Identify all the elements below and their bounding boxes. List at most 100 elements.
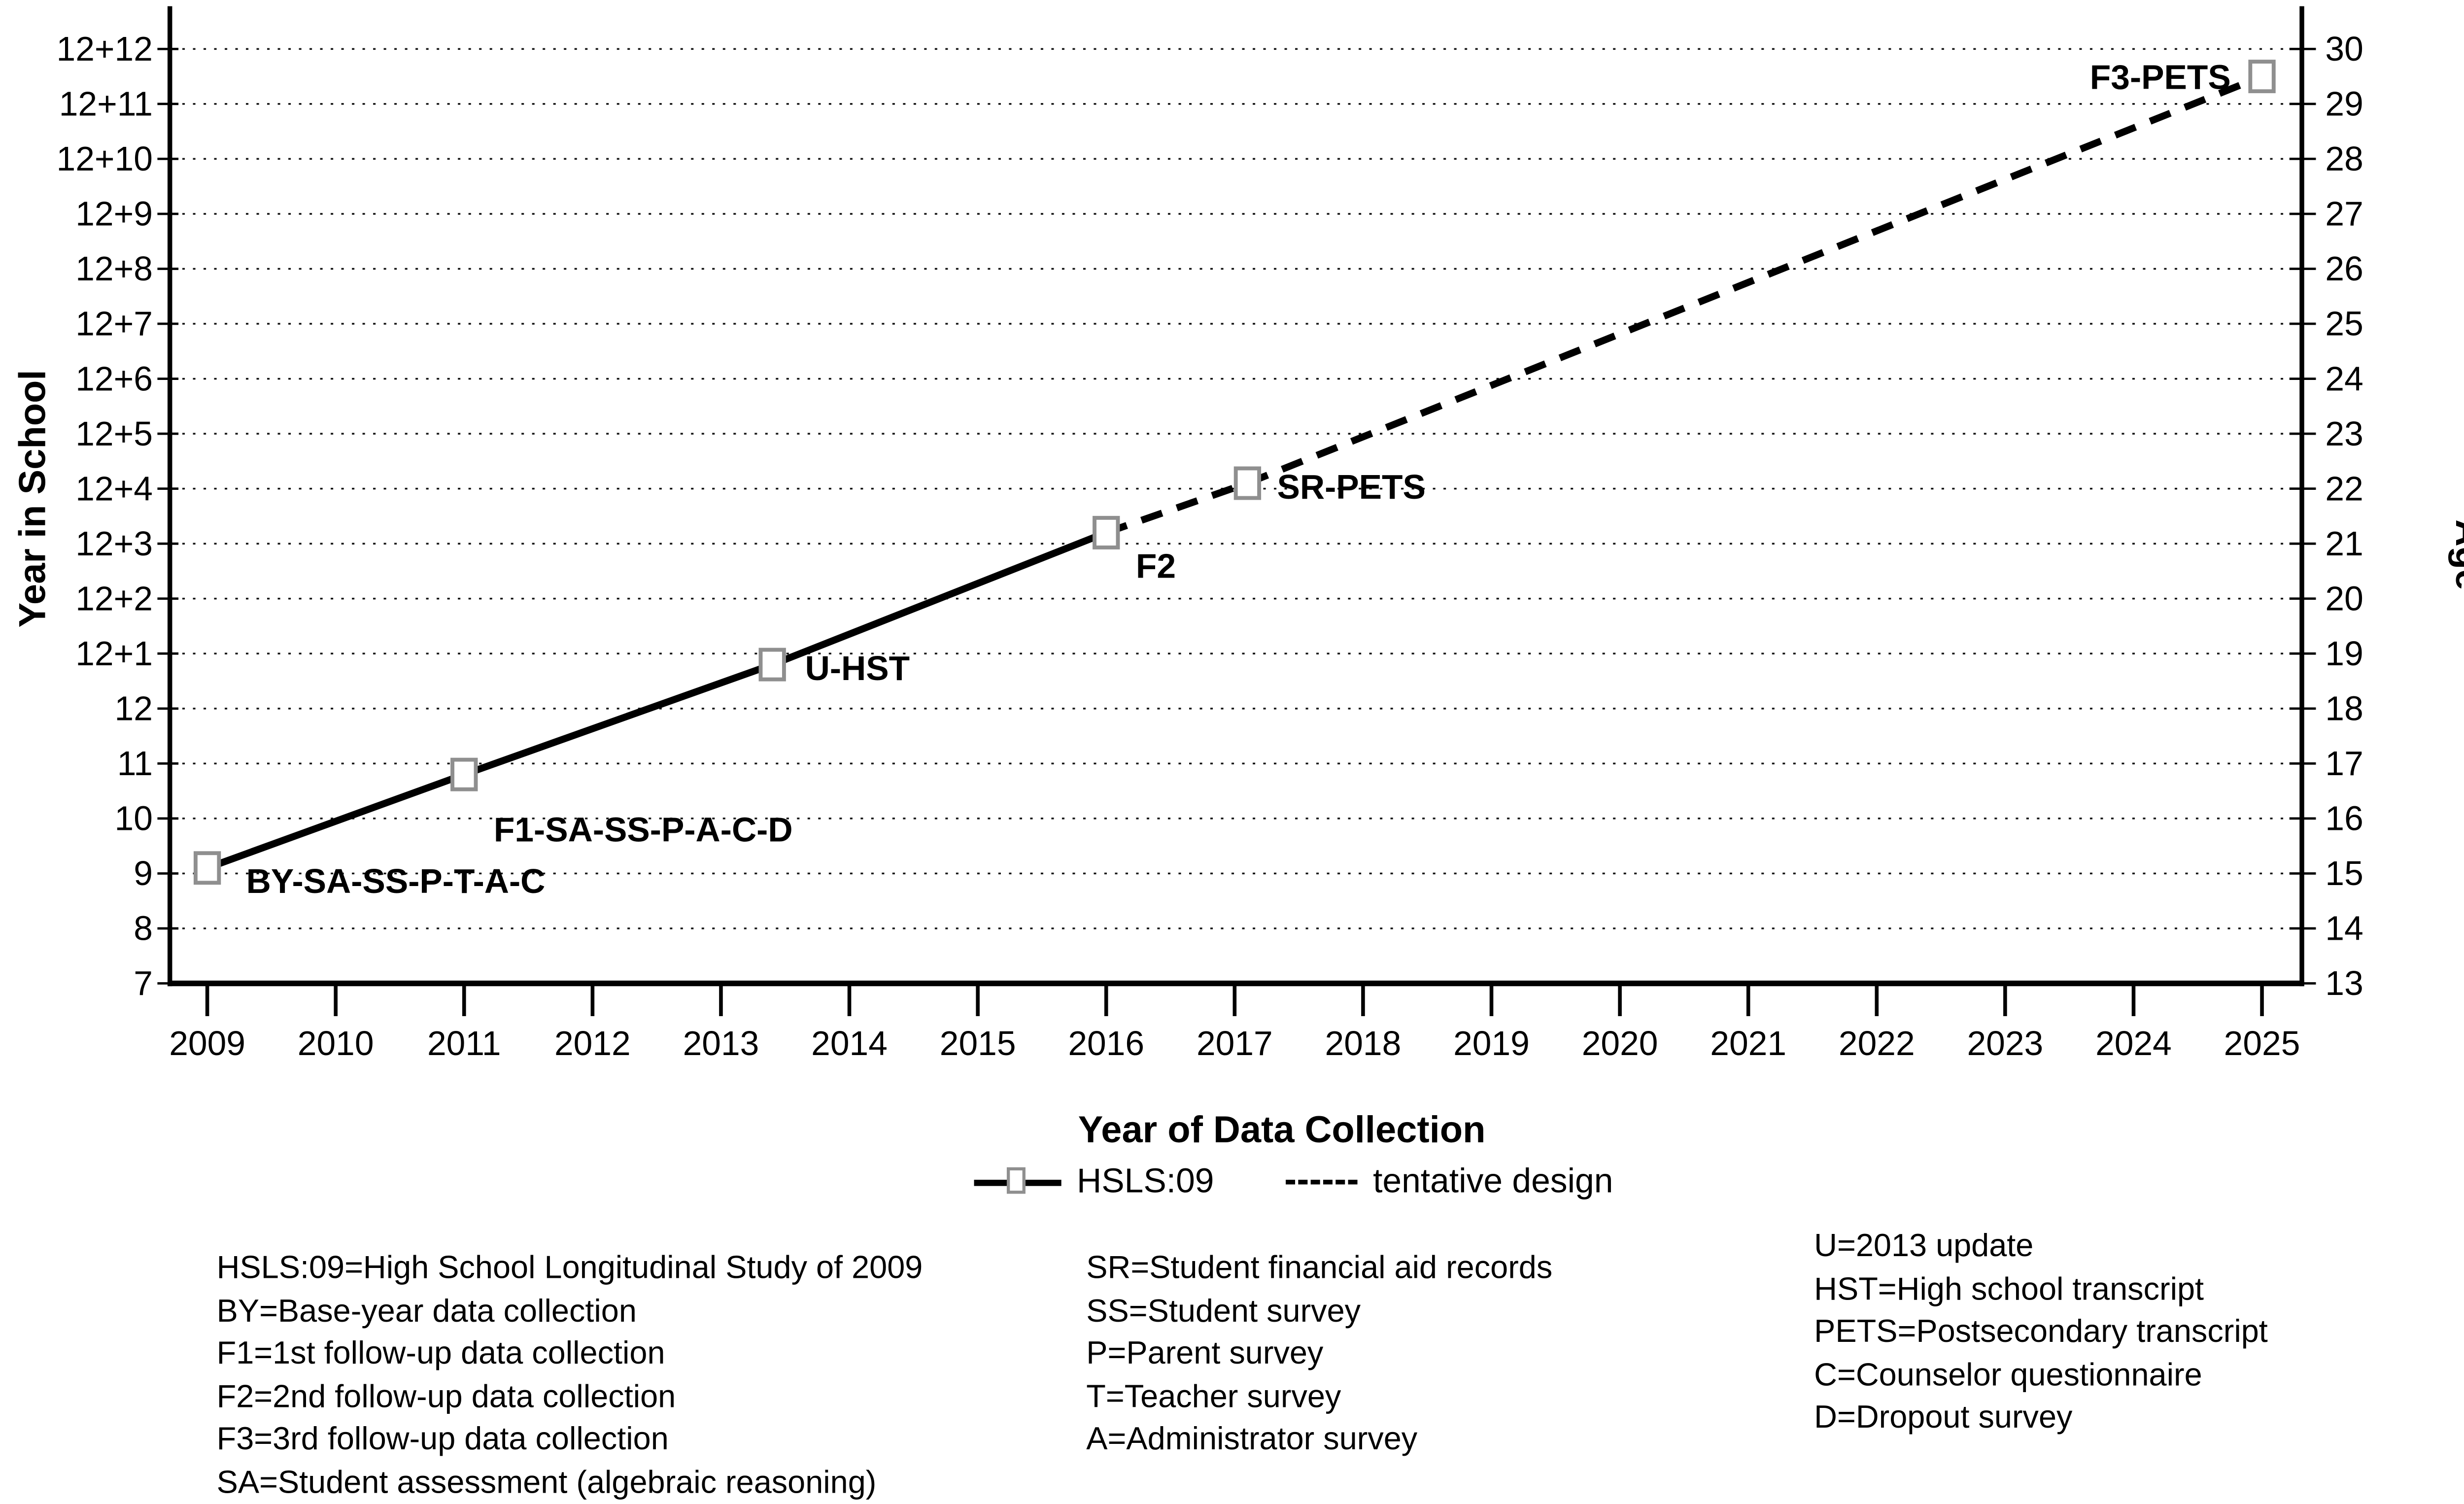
y-axis-label-right: 13 <box>2325 964 2363 1002</box>
definition-item: BY=Base-year data collection <box>216 1293 637 1329</box>
definition-list: SR=Student financial aid records SS=Stude… <box>1086 1247 1552 1461</box>
y-axis-label-left: 12+10 <box>57 139 153 178</box>
legend-item-tentative: tentative design <box>1285 1161 1613 1201</box>
y-axis-label-right: 16 <box>2325 799 2363 838</box>
x-axis-label: 2017 <box>1197 1024 1273 1062</box>
definition-item: F1=1st follow-up data collection <box>216 1335 665 1371</box>
y-axis-label-left: 11 <box>117 744 153 783</box>
x-axis-label: 2018 <box>1325 1024 1402 1062</box>
definition-list: HSLS:09=High School Longitudinal Study o… <box>217 1247 923 1504</box>
y-axis-label-left: 12+6 <box>75 359 153 398</box>
abbreviation-key-column-1: HSLS:09=High School Longitudinal Study o… <box>217 1247 923 1504</box>
x-axis-label: 2016 <box>1068 1024 1144 1062</box>
x-axis-label: 2010 <box>298 1024 374 1062</box>
definition-item: HSLS:09=High School Longitudinal Study o… <box>216 1250 923 1286</box>
legend-label-tentative: tentative design <box>1373 1161 1613 1200</box>
definition-item: SA=Student assessment (algebraic reasoni… <box>216 1464 877 1500</box>
y-axis-label-left: 12+11 <box>59 85 153 123</box>
legend-dashed-line-swatch <box>1285 1179 1358 1184</box>
y-axis-label-left: 8 <box>134 909 153 948</box>
definition-item: P=Parent survey <box>1086 1335 1324 1371</box>
data-point-label-SR: SR-PETS <box>1277 468 1425 506</box>
data-point-label-U: U-HST <box>805 649 910 687</box>
definition-item: F2=2nd follow-up data collection <box>216 1378 676 1414</box>
data-point-marker-BY <box>193 851 221 885</box>
x-axis-label: 2023 <box>1967 1024 2043 1062</box>
y-axis-label-right: 29 <box>2325 85 2363 123</box>
y-axis-title-left: Year in School <box>12 370 55 628</box>
definition-item: C=Counselor questionnaire <box>1814 1356 2202 1393</box>
definition-item: PETS=Postsecondary transcript <box>1814 1313 2268 1350</box>
definition-item: D=Dropout survey <box>1814 1399 2073 1436</box>
y-axis-label-right: 14 <box>2325 909 2363 948</box>
data-point-marker-SR <box>1233 466 1262 500</box>
y-axis-label-left: 7 <box>134 964 153 1002</box>
y-axis-label-left: 10 <box>115 799 153 838</box>
y-axis-label-left: 9 <box>134 854 153 892</box>
x-axis-title: Year of Data Collection <box>1078 1109 1486 1152</box>
y-axis-label-right: 28 <box>2325 139 2363 178</box>
definition-item: A=Administrator survey <box>1086 1421 1418 1457</box>
series-line-tentative <box>1105 73 2263 536</box>
x-axis-label: 2013 <box>683 1024 759 1062</box>
definition-list: U=2013 update HST=High school transcript P… <box>1814 1225 2268 1439</box>
y-axis-label-left: 12+9 <box>75 195 153 233</box>
definition-item: SS=Student survey <box>1086 1293 1361 1329</box>
definition-item: T=Teacher survey <box>1086 1378 1341 1414</box>
y-axis-label-right: 24 <box>2325 359 2363 398</box>
data-point-marker-F3 <box>2248 60 2276 94</box>
y-axis-label-left: 12+8 <box>75 249 153 288</box>
y-axis-label-right: 17 <box>2325 744 2363 783</box>
y-axis-label-right: 21 <box>2325 524 2363 563</box>
definition-item: F3=3rd follow-up data collection <box>216 1421 669 1457</box>
data-point-label-BY: BY-SA-SS-P-T-A-C <box>246 862 546 900</box>
x-axis-label: 2021 <box>1710 1024 1786 1062</box>
data-point-label-F1: F1-SA-SS-P-A-C-D <box>494 811 793 849</box>
y-axis-title-right: Age <box>2447 519 2464 590</box>
chart-legend: HSLS:09 tentative design <box>0 1161 2464 1201</box>
x-axis-label: 2024 <box>2095 1024 2172 1062</box>
x-axis-label: 2015 <box>940 1024 1016 1062</box>
series-line-hsls09 <box>206 529 1108 871</box>
legend-square-marker-icon <box>1006 1166 1026 1193</box>
x-axis-label: 2019 <box>1453 1024 1530 1062</box>
y-axis-label-right: 18 <box>2325 689 2363 728</box>
y-axis-label-right: 25 <box>2325 305 2363 343</box>
x-axis-label: 2020 <box>1582 1024 1658 1062</box>
y-axis-label-right: 15 <box>2325 854 2363 892</box>
y-axis-label-left: 12 <box>115 689 153 728</box>
legend-item-hsls09: HSLS:09 <box>974 1161 1214 1201</box>
data-point-marker-U <box>758 648 786 682</box>
y-axis-label-left: 12+4 <box>75 469 153 508</box>
definition-item: SR=Student financial aid records <box>1086 1250 1553 1286</box>
y-axis-label-right: 20 <box>2325 579 2363 617</box>
data-point-label-F3: F3-PETS <box>2090 58 2231 96</box>
legend-label-hsls09: HSLS:09 <box>1076 1161 1214 1200</box>
y-axis-label-left: 12+1 <box>75 634 153 673</box>
definition-item: HST=High school transcript <box>1814 1271 2204 1307</box>
y-axis-label-right: 22 <box>2325 469 2363 508</box>
y-axis-label-right: 19 <box>2325 634 2363 673</box>
x-axis-label: 2022 <box>1839 1024 1915 1062</box>
y-axis-label-right: 26 <box>2325 249 2363 288</box>
y-axis-label-left: 12+7 <box>75 305 153 343</box>
data-point-label-F2: F2 <box>1136 547 1176 585</box>
data-point-marker-F1 <box>450 757 478 791</box>
y-axis-label-left: 12+12 <box>57 30 153 68</box>
legend-solid-line-swatch <box>974 1166 1061 1196</box>
x-axis-label: 2009 <box>169 1024 245 1062</box>
x-axis-label: 2012 <box>554 1024 631 1062</box>
y-axis-label-left: 12+5 <box>75 414 153 453</box>
y-axis-label-right: 30 <box>2325 30 2363 68</box>
y-axis-label-right: 23 <box>2325 414 2363 453</box>
abbreviation-key-column-3: U=2013 update HST=High school transcript P… <box>1814 1225 2268 1439</box>
x-axis-label: 2025 <box>2224 1024 2300 1062</box>
x-axis-label: 2014 <box>811 1024 888 1062</box>
x-axis-label: 2011 <box>427 1024 501 1062</box>
data-point-marker-F2 <box>1093 515 1120 549</box>
definition-item: U=2013 update <box>1814 1228 2034 1264</box>
y-axis-label-left: 12+2 <box>75 579 153 617</box>
y-axis-label-right: 27 <box>2325 195 2363 233</box>
